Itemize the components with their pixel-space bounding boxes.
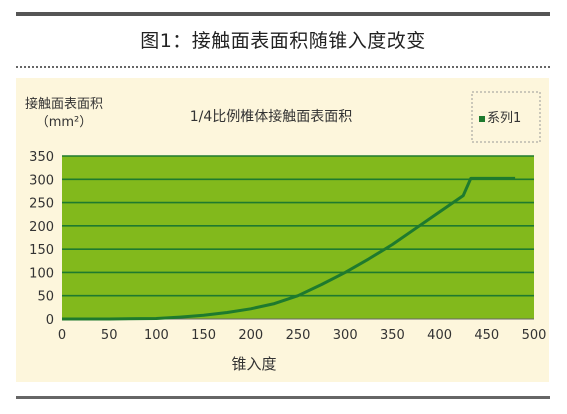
y-axis-label: 接触面表面积 bbox=[25, 96, 103, 112]
x-tick-label: 450 bbox=[474, 328, 499, 343]
x-tick-label: 400 bbox=[427, 328, 452, 343]
y-axis-unit: （mm²） bbox=[36, 115, 93, 130]
figure-caption: 图1：接触面表面积随锥入度改变 bbox=[140, 30, 426, 52]
x-tick-label: 350 bbox=[380, 328, 405, 343]
x-tick-label: 500 bbox=[522, 328, 547, 343]
chart: 0 50 100 150 200 250 300 350 0 50 100 150 200 250 300… bbox=[25, 91, 547, 373]
y-tick-label: 0 bbox=[46, 313, 54, 328]
y-tick-label: 300 bbox=[29, 173, 54, 188]
y-axis: 0 50 100 150 200 250 300 350 bbox=[29, 150, 54, 328]
x-tick-label: 100 bbox=[144, 328, 169, 343]
legend-box bbox=[471, 91, 541, 143]
legend-label-系列1: 系列1 bbox=[487, 111, 521, 126]
chart-title: 1/4比例椎体接触面表面积 bbox=[190, 108, 353, 125]
series-line-系列1 bbox=[62, 176, 516, 321]
x-tick-label: 300 bbox=[333, 328, 358, 343]
y-tick-label: 150 bbox=[29, 243, 54, 258]
bottom-rule bbox=[16, 396, 550, 399]
x-tick-label: 200 bbox=[238, 328, 263, 343]
y-tick-label: 100 bbox=[29, 266, 54, 281]
legend: 系列1 bbox=[471, 91, 541, 143]
y-tick-label: 250 bbox=[29, 197, 54, 212]
dotted-divider bbox=[16, 66, 550, 68]
x-axis-label: 锥入度 bbox=[231, 355, 276, 373]
x-tick-label: 50 bbox=[101, 328, 118, 343]
y-tick-label: 350 bbox=[29, 150, 54, 165]
top-rule bbox=[16, 12, 550, 16]
legend-swatch-系列1 bbox=[479, 116, 485, 122]
x-axis: 0 50 100 150 200 250 300 350 400 450 500 bbox=[58, 328, 547, 343]
x-tick-label: 0 bbox=[58, 328, 66, 343]
y-tick-label: 50 bbox=[37, 290, 54, 305]
x-tick-label: 250 bbox=[286, 328, 311, 343]
x-tick-label: 150 bbox=[191, 328, 216, 343]
plot-area bbox=[62, 156, 534, 319]
y-tick-label: 200 bbox=[29, 220, 54, 235]
chart-panel: 0 50 100 150 200 250 300 350 0 50 100 150 200 250 300… bbox=[16, 78, 549, 382]
